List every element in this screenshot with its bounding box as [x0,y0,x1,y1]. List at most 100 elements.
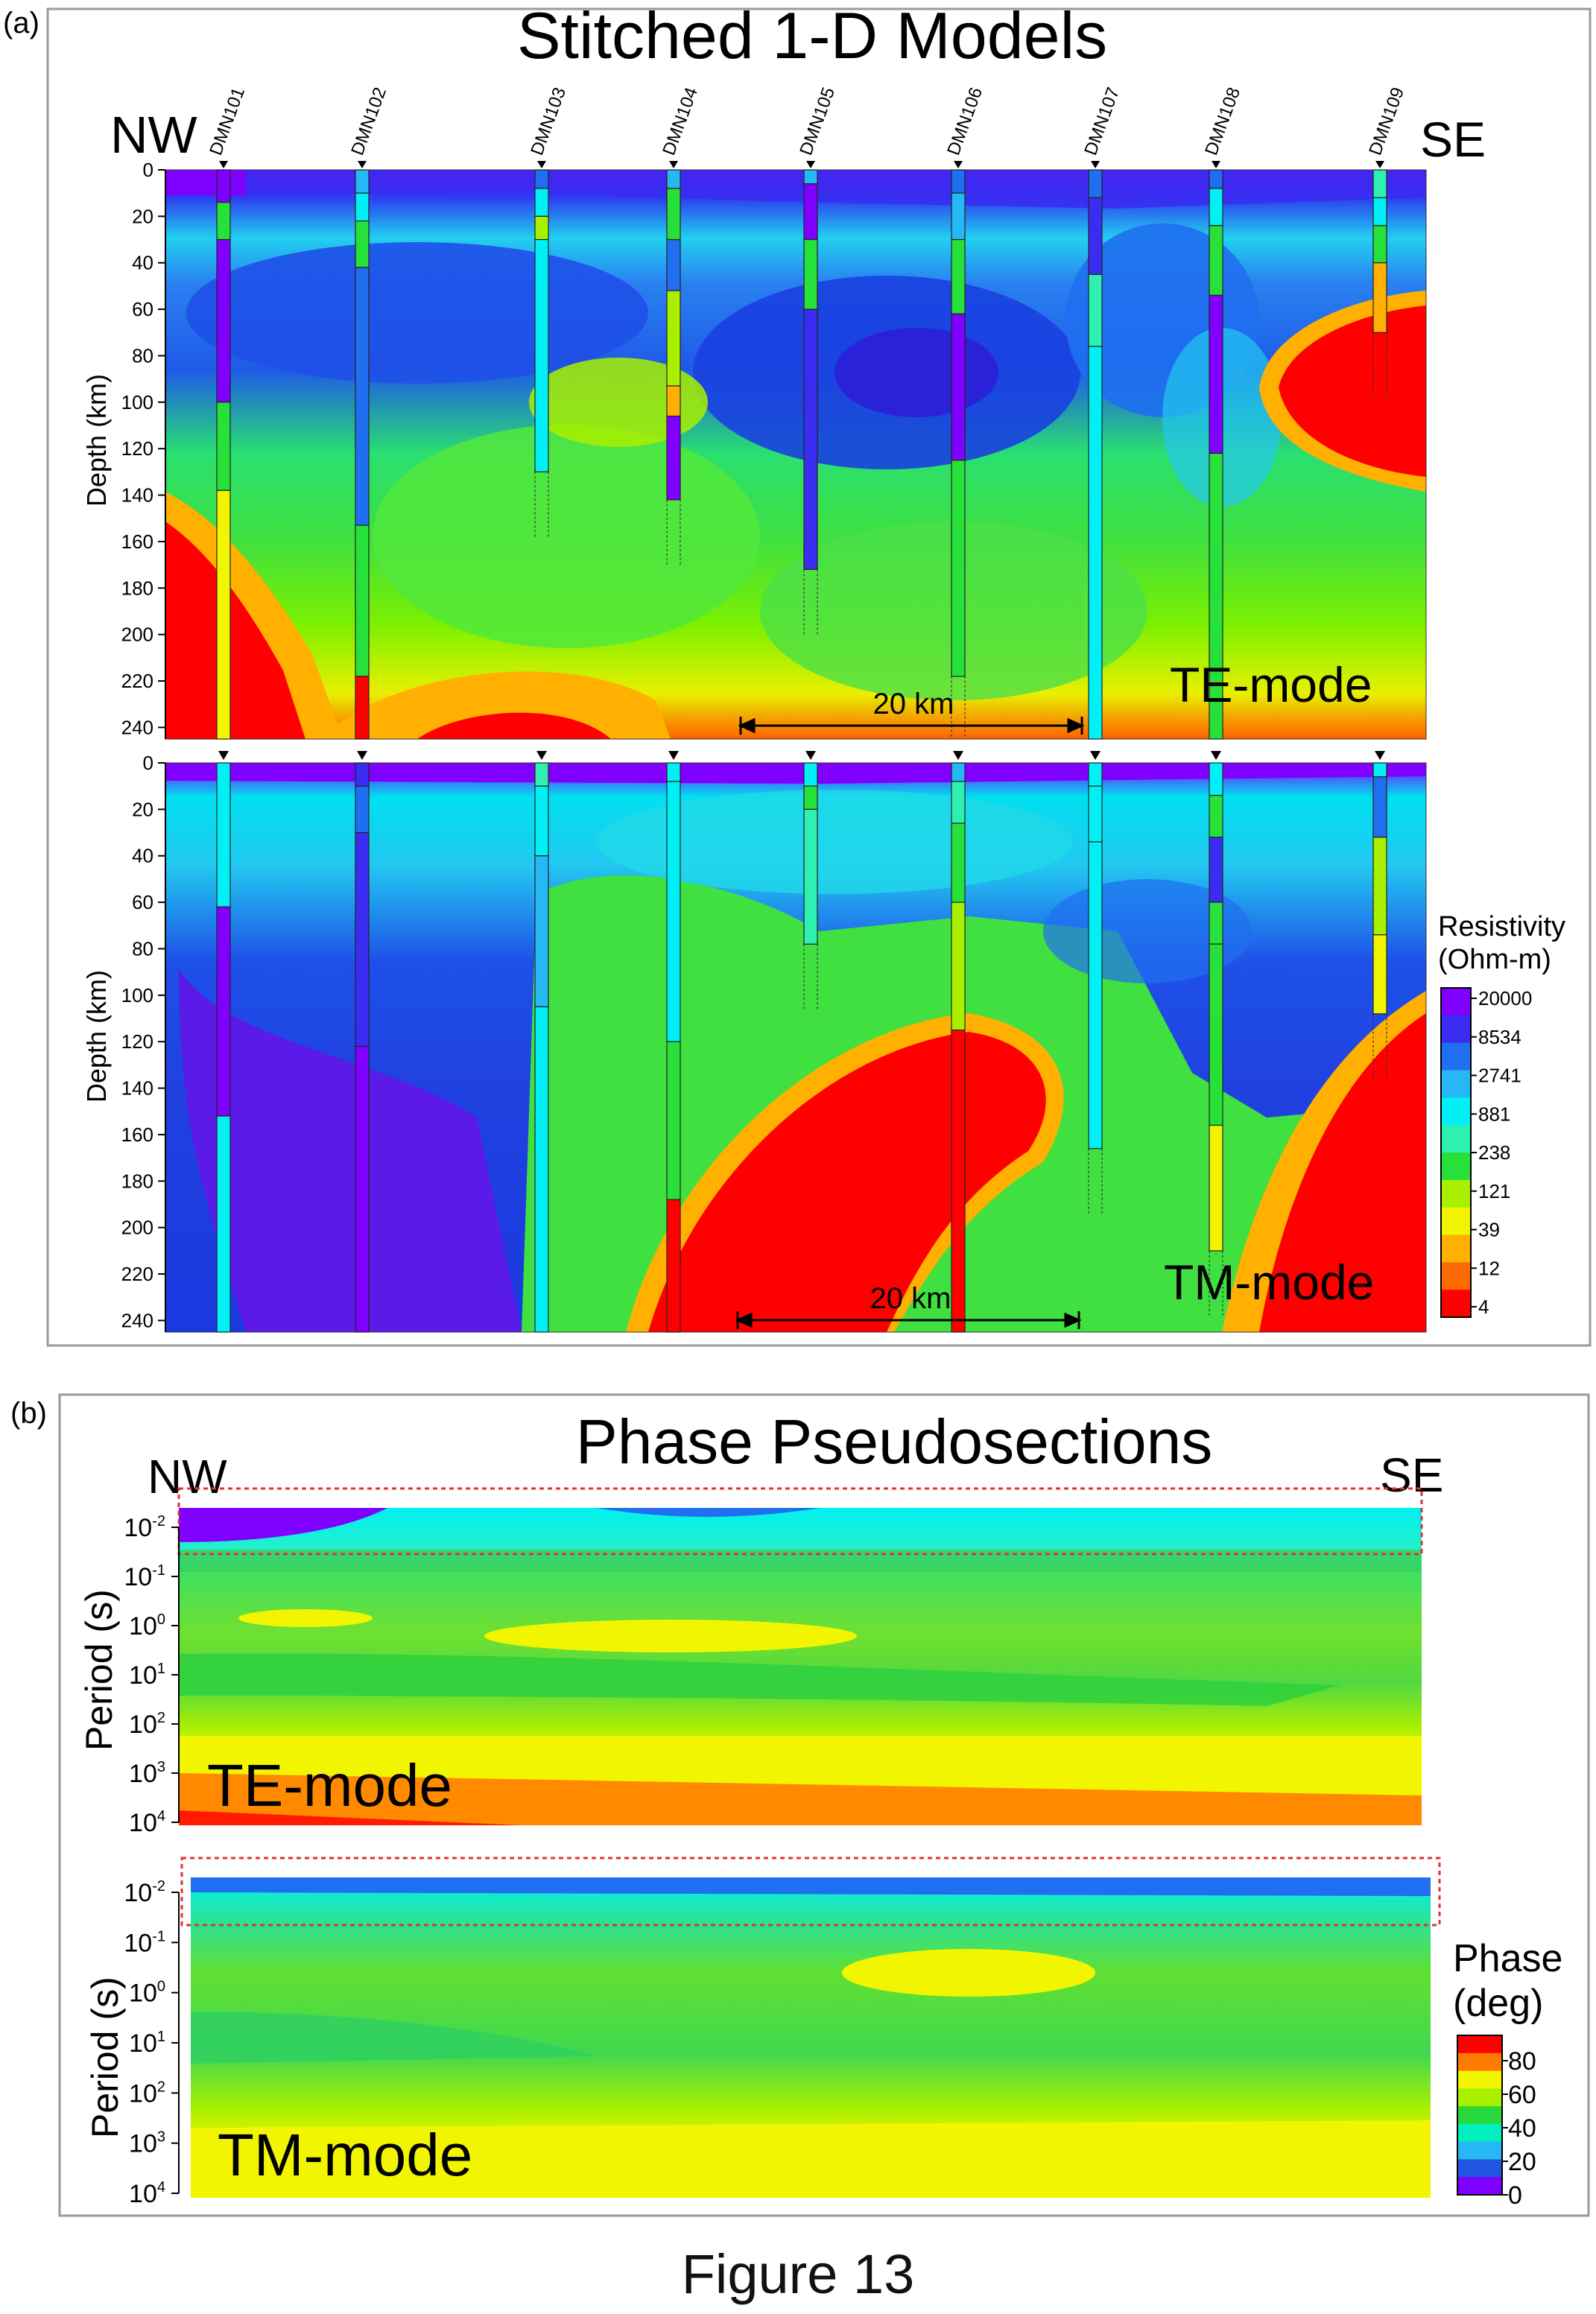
model-layer [534,238,549,472]
period-tick-label: 102 [129,2079,165,2108]
phase-legend-swatch [1457,2141,1502,2160]
station-marker [358,161,367,168]
te-phase-yellow-lens-2 [484,1620,857,1652]
figure-caption: Figure 13 [681,2243,915,2305]
model-layer [1209,452,1223,740]
depth-tick-label: 180 [121,1170,153,1192]
panel-a-title: Stitched 1-D Models [517,0,1107,72]
model-layer [803,808,818,945]
te-conductor-bottom-halo [320,671,671,739]
panel-b-nw-label: NW [148,1450,227,1503]
model-layer [216,402,231,491]
resistivity-legend-tick-label: 2741 [1478,1065,1521,1087]
model-layer [666,415,681,501]
station-marker [806,161,815,168]
te-phase-low-zone [179,1508,387,1542]
model-layer [951,901,966,1031]
period-tick-label: 100 [129,1979,165,2008]
phase-legend-frame [1457,2035,1503,2196]
model-layer [1209,294,1223,454]
panel-b-se-label: SE [1380,1448,1443,1502]
period-tick-label: 103 [129,2129,165,2158]
tm-phase-highlight-box [180,1857,1441,1927]
station-marker [954,161,963,168]
phase-legend-tick-label: 0 [1508,2181,1522,2210]
tm-resistor-nw [179,969,522,1332]
model-layer [951,762,966,782]
te-scale-bar-label: 20 km [873,688,954,720]
phase-legend-unit: (deg) [1453,1982,1543,2025]
station-marker [1211,751,1221,760]
model-layer [1088,346,1103,740]
te-phase-orange-band [179,1773,1422,1825]
model-layer [355,1045,370,1333]
model-layer [534,215,549,241]
model-layer [355,267,370,526]
phase-legend-swatch [1457,2177,1502,2196]
model-layer [803,169,818,185]
depth-tick-label: 40 [132,845,153,867]
model-layer [803,785,818,810]
model-layer [1209,188,1223,226]
resistivity-legend-swatch [1441,1042,1471,1071]
tm-scale-bar-label: 20 km [870,1282,951,1315]
depth-tick-label: 0 [143,752,153,774]
model-layer [1088,273,1103,347]
model-layer [666,290,681,387]
model-layer [1088,785,1103,843]
model-layer [355,785,370,834]
model-layer [216,906,231,1117]
model-layer [216,762,231,907]
station-label: DMN109 [1365,85,1408,158]
model-layer [666,1199,681,1333]
phase-legend-swatch [1457,2159,1502,2178]
resistivity-legend-swatch [1441,1153,1471,1181]
model-layer [355,524,370,677]
model-layer [534,188,549,217]
model-layer [355,192,370,222]
period-tick-label: 104 [129,1808,165,1837]
model-layer [534,785,549,857]
station-label: DMN101 [206,85,249,158]
model-layer [1372,225,1387,264]
station-label: DMN102 [347,85,390,158]
period-tick-label: 101 [129,2029,165,2058]
model-layer [1088,841,1103,1150]
period-axes: 10-2 10-1 100 101 102 103 104 10-2 10-1 100 101 102… [124,1513,180,2208]
resistivity-legend-swatch [1441,1015,1471,1044]
tm-phase-pseudosection [180,1857,1441,2198]
te-phase-blue-strip [596,1508,820,1517]
model-layer [951,192,966,241]
model-layer [355,676,370,740]
model-layer [1209,901,1223,945]
model-layer [534,855,549,1008]
model-layer [1209,169,1223,189]
model-layer [216,1115,231,1333]
phase-legend-swatch [1457,2070,1502,2089]
model-layer [355,762,370,787]
resistivity-legend: 20000 8534 2741 881 238 121 39 12 4 [1440,987,1532,1318]
station-marker [1090,751,1101,760]
depth-tick-label: 180 [121,577,153,599]
model-layer [534,1006,549,1333]
model-layer [666,781,681,1042]
phase-legend-swatch [1457,2088,1502,2107]
station-markers [218,161,1385,760]
period-tick-label: 102 [129,1710,165,1739]
phase-legend-title: Phase [1453,1937,1562,1980]
period-tick-label: 100 [129,1611,165,1641]
model-layer [216,169,231,203]
resistivity-legend-swatch [1441,1290,1471,1318]
panel-a-se-label: SE [1420,112,1486,167]
depth-tick-label: 160 [121,1123,153,1146]
model-layer [666,762,681,782]
station-marker [805,751,816,760]
station-marker [1375,161,1384,168]
depth-tick-label: 120 [121,1030,153,1053]
depth-tick-label: 220 [121,1263,153,1285]
station-label: DMN103 [527,85,570,158]
station-marker [218,751,229,760]
te-resistivity-section [165,169,1427,740]
model-layer [1372,776,1387,838]
tm-phase-green-zone [191,2012,596,2064]
